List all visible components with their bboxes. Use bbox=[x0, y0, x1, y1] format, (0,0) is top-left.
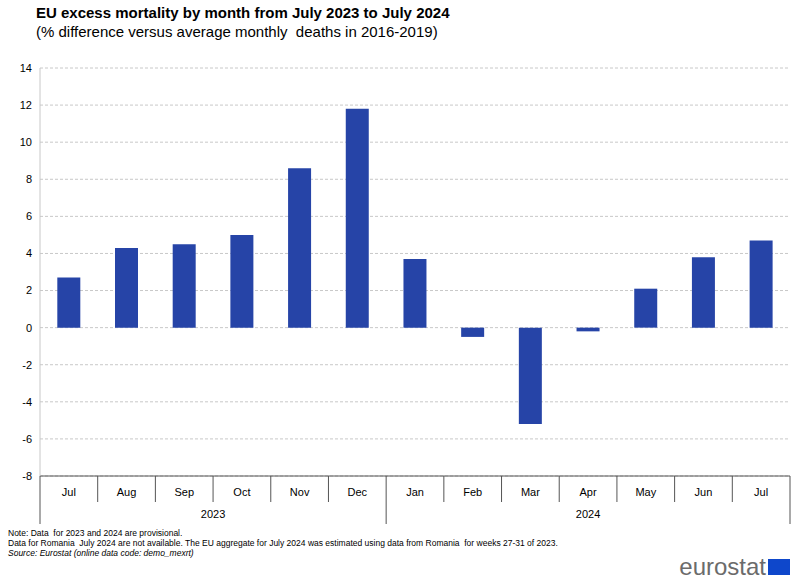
svg-text:Jul: Jul bbox=[754, 486, 768, 498]
svg-text:2: 2 bbox=[26, 284, 32, 296]
svg-text:2023: 2023 bbox=[201, 508, 225, 520]
html-text:eurostat: eurostat bbox=[679, 553, 766, 580]
svg-text:14: 14 bbox=[20, 62, 32, 74]
svg-text:12: 12 bbox=[20, 99, 32, 111]
svg-text:10: 10 bbox=[20, 136, 32, 148]
html-text:EU excess mortality by month f: EU excess mortality by month from July 2… bbox=[36, 4, 450, 21]
svg-text:4: 4 bbox=[26, 247, 32, 259]
svg-text:-4: -4 bbox=[22, 396, 32, 408]
html-text:Data for Romania July 2024 are: Data for Romania July 2024 are not avail… bbox=[8, 538, 558, 548]
svg-text:Jul: Jul bbox=[62, 486, 76, 498]
svg-text:-2: -2 bbox=[22, 359, 32, 371]
svg-text:8: 8 bbox=[26, 173, 32, 185]
svg-text:-6: -6 bbox=[22, 433, 32, 445]
svg-text:Jun: Jun bbox=[695, 486, 713, 498]
html-text:(% difference versus average m: (% difference versus average monthly dea… bbox=[36, 23, 438, 40]
svg-text:Mar: Mar bbox=[521, 486, 540, 498]
svg-text:Apr: Apr bbox=[580, 486, 597, 498]
html-text:Note: Data for 2023 and 2024 a: Note: Data for 2023 and 2024 are provisi… bbox=[8, 528, 183, 538]
svg-text:-8: -8 bbox=[22, 470, 32, 482]
svg-text:6: 6 bbox=[26, 210, 32, 222]
svg-text:Feb: Feb bbox=[463, 486, 482, 498]
svg-text:Oct: Oct bbox=[233, 486, 250, 498]
html-text:Source: Eurostat (online data: Source: Eurostat (online data code: demo… bbox=[8, 548, 194, 558]
svg-text:0: 0 bbox=[26, 322, 32, 334]
svg-text:Dec: Dec bbox=[348, 486, 368, 498]
svg-text:Sep: Sep bbox=[174, 486, 194, 498]
svg-text:Jan: Jan bbox=[406, 486, 424, 498]
svg-text:2024: 2024 bbox=[576, 508, 600, 520]
svg-text:May: May bbox=[635, 486, 656, 498]
svg-text:Nov: Nov bbox=[290, 486, 310, 498]
svg-text:Aug: Aug bbox=[117, 486, 137, 498]
